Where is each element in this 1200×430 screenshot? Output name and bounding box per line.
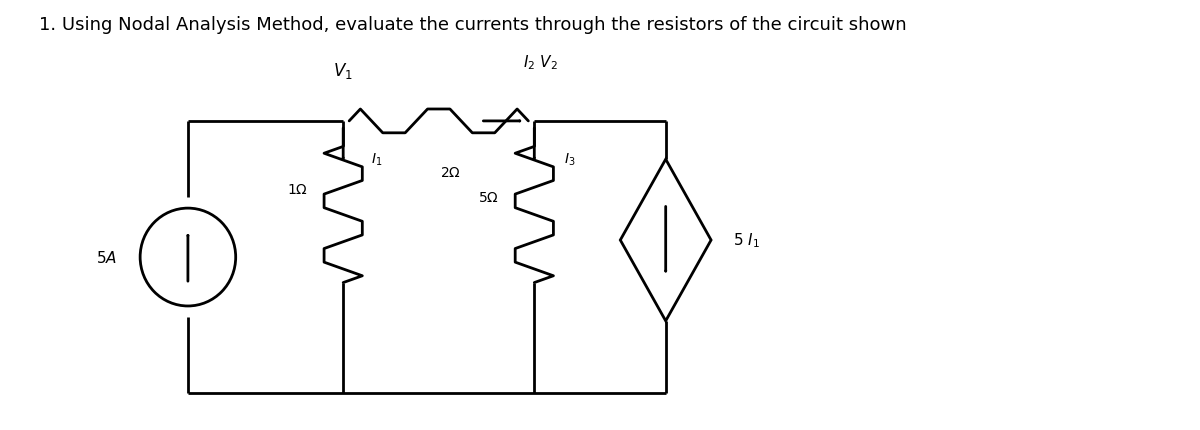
Text: $I_3$: $I_3$ (564, 152, 576, 168)
Text: 1. Using Nodal Analysis Method, evaluate the currents through the resistors of t: 1. Using Nodal Analysis Method, evaluate… (38, 15, 906, 34)
Text: $5\Omega$: $5\Omega$ (479, 191, 499, 205)
Text: $5A$: $5A$ (96, 249, 118, 265)
Text: $1\Omega$: $1\Omega$ (287, 183, 308, 197)
Text: $I_1$: $I_1$ (371, 152, 383, 168)
Text: $5\ I_1$: $5\ I_1$ (733, 231, 761, 250)
Text: $I_2\ V_2$: $I_2\ V_2$ (523, 53, 558, 71)
Text: $2\Omega$: $2\Omega$ (440, 166, 461, 180)
Text: $V_1$: $V_1$ (334, 61, 353, 81)
